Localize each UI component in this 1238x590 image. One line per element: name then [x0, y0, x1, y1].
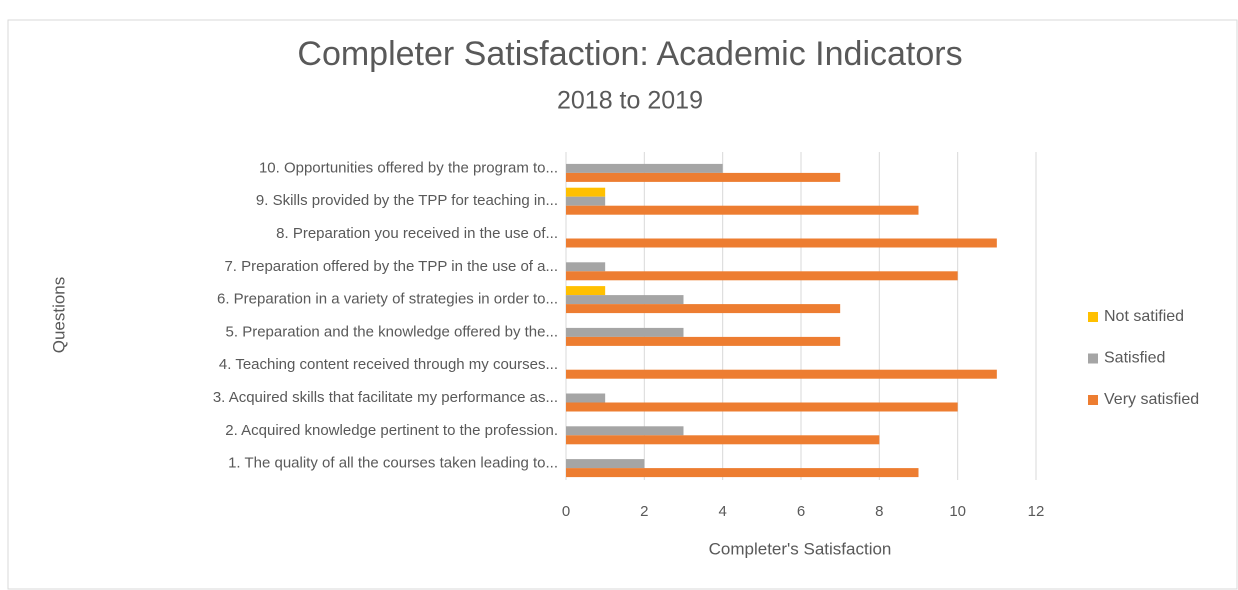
y-axis-label: Questions	[49, 277, 68, 354]
x-tick-label: 0	[562, 503, 570, 520]
x-tick-label: 4	[718, 503, 726, 520]
bar	[566, 393, 606, 403]
bar	[566, 304, 841, 314]
bar	[566, 402, 958, 412]
bar	[566, 187, 606, 197]
bar	[566, 172, 841, 182]
legend-label: Satisfied	[1104, 350, 1165, 367]
y-tick-label: 5. Preparation and the knowledge offered…	[226, 323, 558, 340]
bar	[566, 369, 997, 379]
bar	[566, 435, 880, 445]
y-tick-label: 3. Acquired skills that facilitate my pe…	[213, 389, 558, 406]
bar	[566, 196, 606, 206]
legend-swatch	[1088, 353, 1098, 364]
x-axis-label: Completer's Satisfaction	[709, 539, 892, 558]
x-tick-label: 2	[640, 503, 648, 520]
bar	[566, 262, 606, 272]
y-tick-label: 9. Skills provided by the TPP for teachi…	[256, 192, 558, 209]
legend-label: Not satified	[1104, 308, 1184, 325]
bar	[566, 238, 997, 248]
chart-subtitle: 2018 to 2019	[557, 87, 703, 115]
legend-swatch	[1088, 395, 1098, 405]
bar	[566, 336, 841, 346]
chart-title: Completer Satisfaction: Academic Indicat…	[297, 35, 962, 73]
y-tick-label: 10. Opportunities offered by the program…	[259, 159, 558, 176]
legend-swatch	[1088, 312, 1098, 322]
bar	[566, 295, 684, 305]
y-tick-label: 7. Preparation offered by the TPP in the…	[224, 258, 558, 275]
bar	[566, 163, 723, 173]
x-tick-label: 12	[1028, 503, 1045, 520]
x-tick-label: 10	[949, 503, 966, 520]
y-tick-label: 4. Teaching content received through my …	[219, 356, 558, 373]
y-tick-label: 1. The quality of all the courses taken …	[228, 455, 558, 472]
bar	[566, 327, 684, 337]
bar	[566, 205, 919, 215]
y-tick-label: 2. Acquired knowledge pertinent to the p…	[225, 422, 558, 439]
bar	[566, 459, 645, 469]
legend-label: Very satisfied	[1104, 391, 1199, 408]
y-tick-label: 6. Preparation in a variety of strategie…	[217, 291, 558, 308]
x-tick-label: 6	[797, 503, 805, 520]
y-tick-label: 8. Preparation you received in the use o…	[276, 225, 558, 242]
bar	[566, 286, 606, 296]
bar	[566, 468, 919, 478]
x-tick-label: 8	[875, 503, 883, 520]
chart-border	[7, 19, 1238, 590]
bar	[566, 426, 684, 436]
bar	[566, 271, 958, 281]
